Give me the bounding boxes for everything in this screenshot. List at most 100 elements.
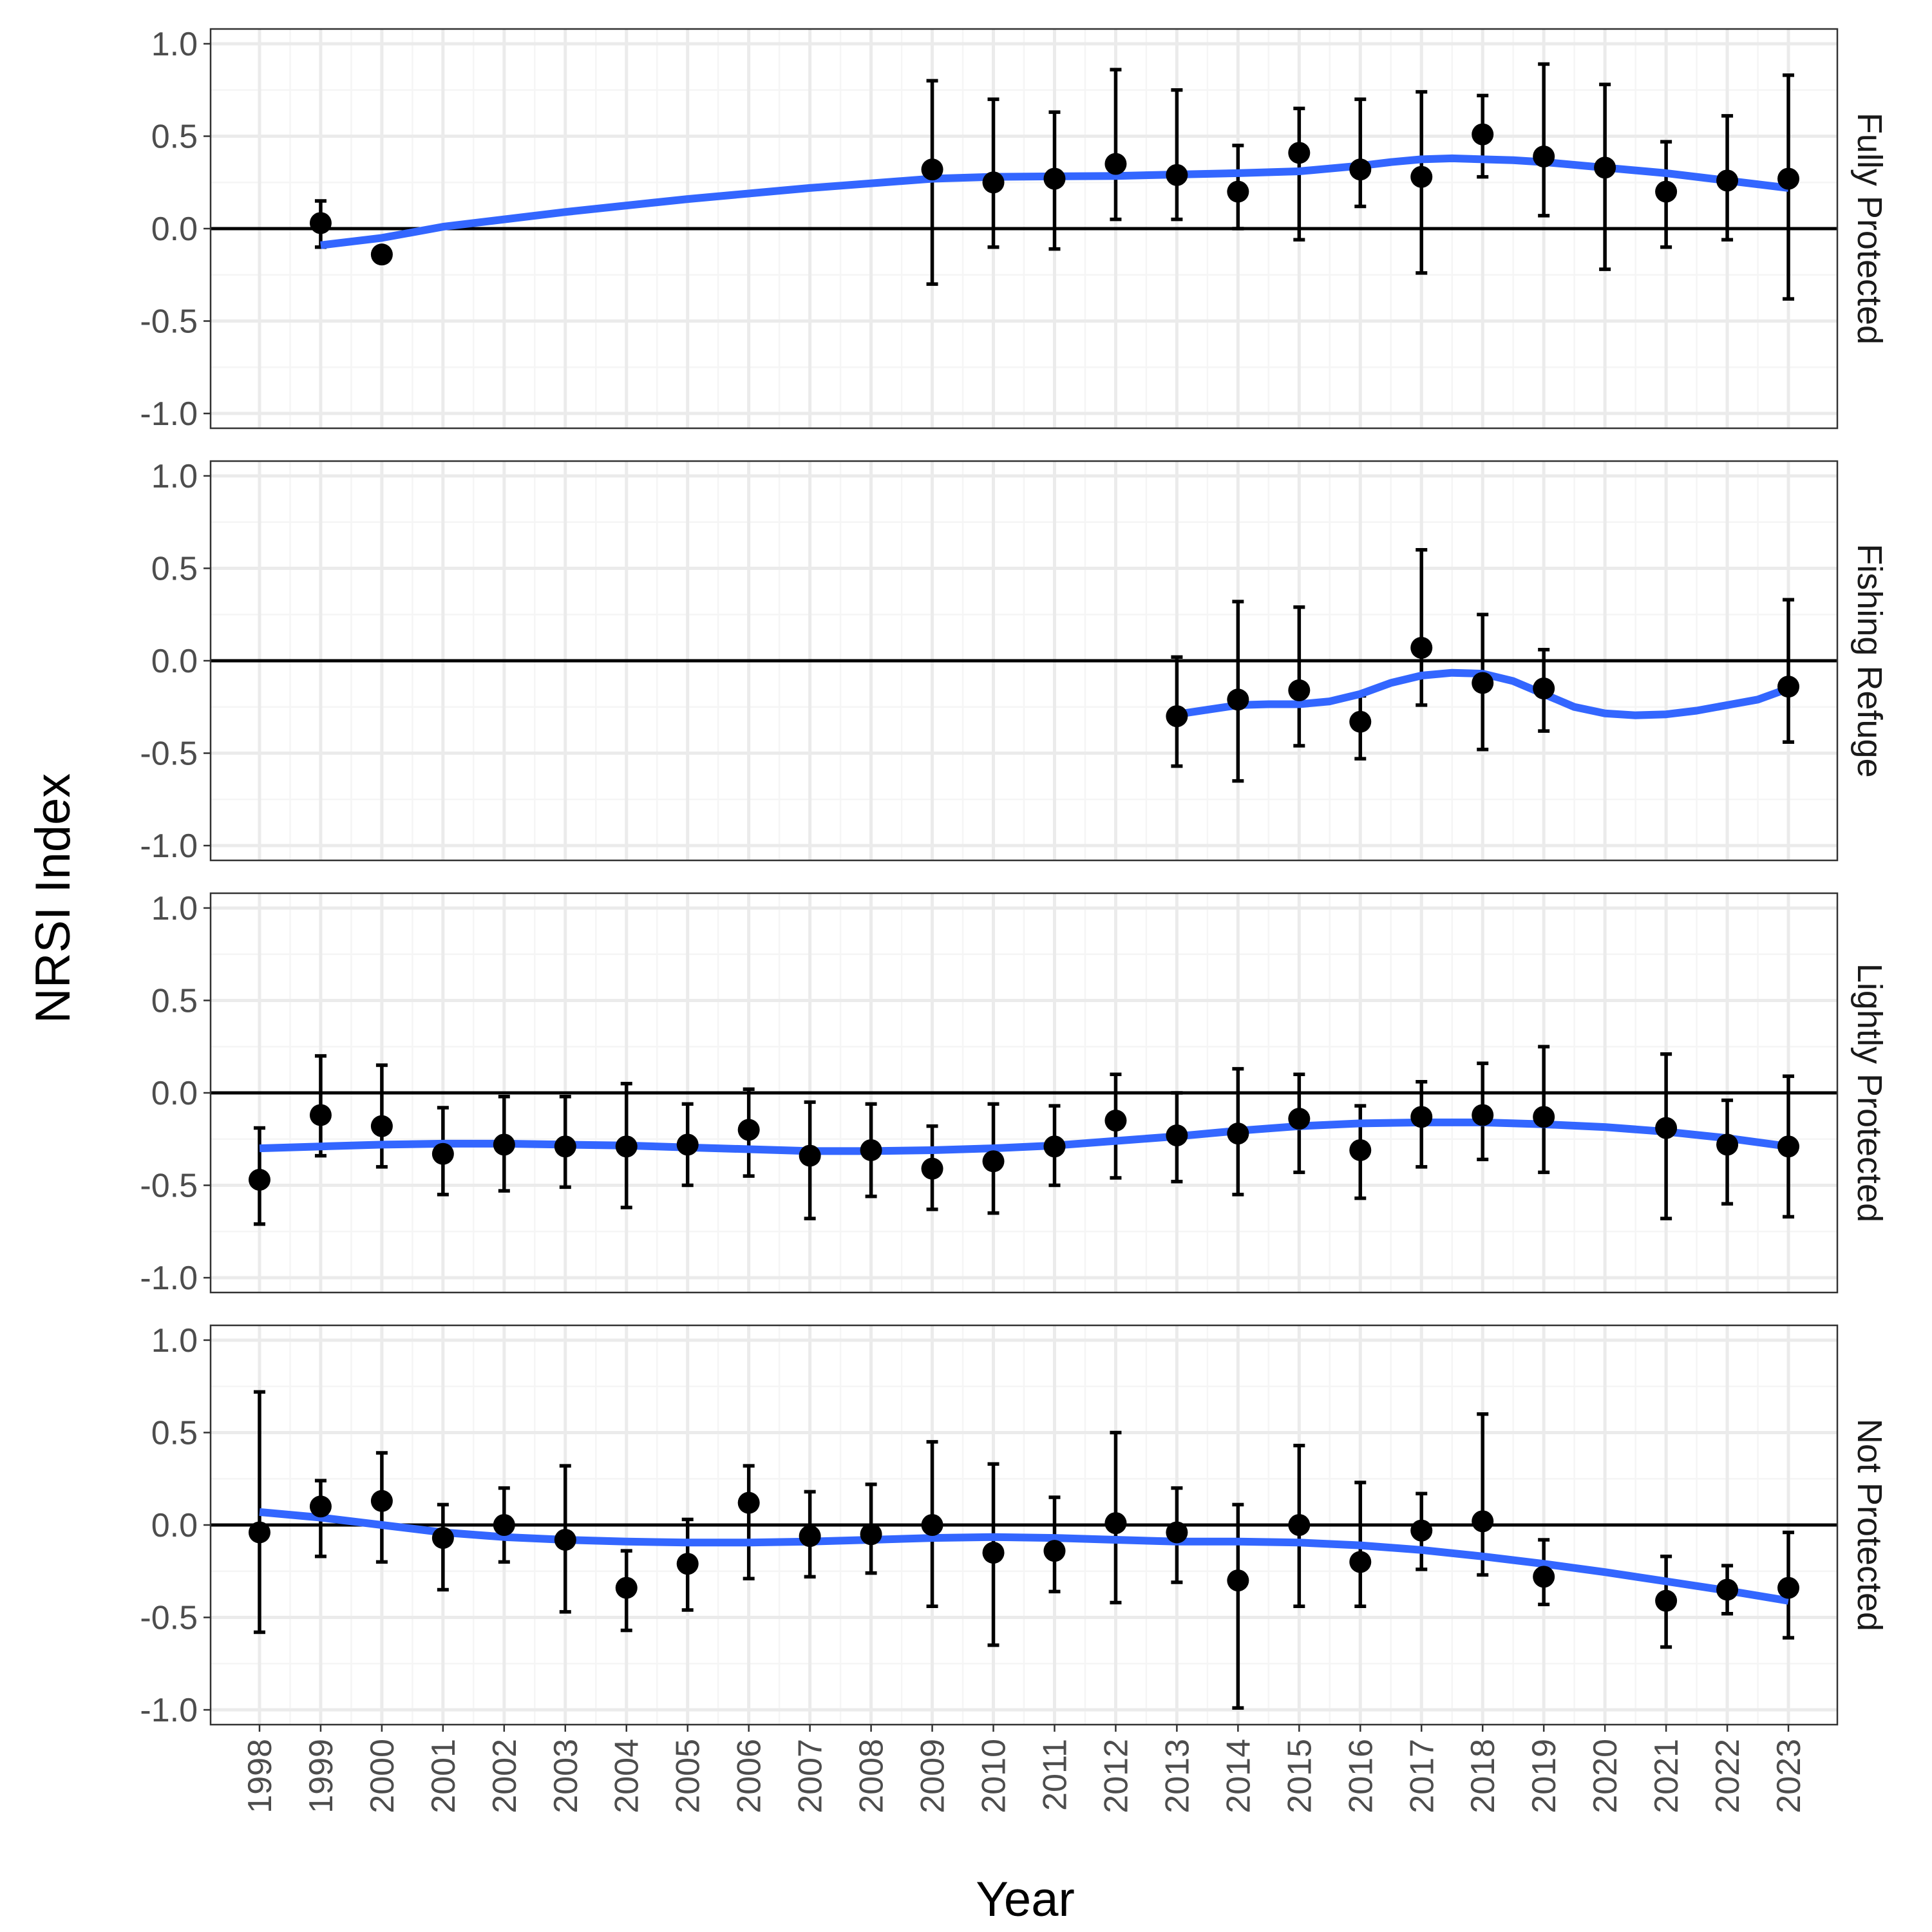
data-point [676,1133,699,1156]
x-tick-label: 2004 [609,1739,646,1814]
data-point [1410,1519,1433,1542]
data-point [1104,1110,1127,1132]
data-point [982,171,1005,194]
data-point [1166,164,1188,186]
data-point [982,1542,1005,1564]
data-point [431,1527,454,1549]
data-point [1288,679,1311,701]
data-point [1227,688,1249,711]
x-tick-label: 1998 [242,1739,279,1814]
data-point [921,1157,943,1180]
x-tick-label: 2018 [1464,1739,1502,1814]
data-point [309,1104,332,1126]
x-tick-label: 2005 [670,1739,707,1814]
y-tick-label: 0.5 [151,982,198,1019]
data-point [1349,158,1372,181]
data-point [921,1514,943,1536]
smooth-trend-line [259,1508,1789,1605]
data-point [1655,1589,1678,1612]
y-tick-label: 0.5 [151,1414,198,1452]
y-tick-label: -0.5 [140,1168,198,1205]
data-point [1777,1577,1800,1599]
data-point [1533,677,1555,700]
y-tick-label: -0.5 [140,735,198,773]
y-tick-label: -0.5 [140,1600,198,1637]
data-point [921,158,943,181]
data-point [1716,1578,1739,1601]
data-point [1472,1104,1494,1126]
data-point [676,1553,699,1575]
y-tick-label: -0.5 [140,303,198,341]
data-point [1716,1133,1739,1156]
data-point [860,1139,882,1161]
data-point [737,1492,760,1514]
data-point [1166,1521,1188,1544]
y-axis-title: NRSI Index [26,773,80,1024]
x-tick-label: 2017 [1403,1739,1441,1814]
x-tick-label: 2023 [1770,1739,1808,1814]
data-point [370,1490,393,1512]
x-tick-label: 2007 [792,1739,829,1814]
x-tick-label: 2009 [914,1739,952,1814]
data-point [1288,1108,1311,1130]
data-point [1043,1135,1066,1158]
x-tick-label: 2011 [1036,1739,1074,1811]
y-tick-label: 1.0 [151,890,198,927]
data-point [1104,1512,1127,1535]
data-point [248,1521,270,1544]
x-tick-label: 2019 [1526,1739,1563,1814]
data-point [1594,156,1616,179]
y-tick-label: 0.0 [151,1507,198,1544]
y-tick-label: 1.0 [151,458,198,495]
data-point [1410,636,1433,659]
data-point [554,1135,576,1158]
facet-strip-label: Not Protected [1850,1419,1889,1631]
data-point [493,1133,515,1156]
x-tick-label: 2000 [364,1739,401,1814]
y-tick-label: -1.0 [140,1692,198,1729]
data-point [1166,705,1188,728]
data-point [1777,676,1800,698]
panel-1: -1.0 -0.5 0.0 0.5 1.0 Fishing Refuge [140,458,1889,865]
data-point [982,1150,1005,1173]
y-tick-label: -1.0 [140,395,198,433]
y-tick-label: 1.0 [151,26,198,63]
data-point [1777,167,1800,190]
x-tick-label: 2016 [1342,1739,1379,1814]
facet-strip-label: Lightly Protected [1850,963,1889,1222]
data-point [1655,1117,1678,1139]
data-point [1104,153,1127,175]
data-point [1349,710,1372,733]
data-point [370,1115,393,1137]
x-tick-label: 1999 [303,1739,340,1814]
data-point [1472,123,1494,146]
data-point [1410,166,1433,188]
data-point [1043,1540,1066,1562]
data-point [1349,1551,1372,1573]
data-point [248,1168,270,1191]
x-tick-label: 2015 [1281,1739,1318,1814]
x-tick-label: 2010 [976,1739,1013,1814]
x-tick-label: 2013 [1159,1739,1196,1814]
data-point [737,1119,760,1141]
x-tick-label: 2003 [547,1739,585,1814]
data-point [309,212,332,234]
data-point [1227,1122,1249,1145]
y-tick-label: 0.0 [151,211,198,248]
data-point [1533,146,1555,168]
panel-3: -1.0 -0.5 0.0 0.5 1.0 Not Protected [140,1322,1889,1729]
data-point [1349,1139,1372,1161]
smooth-trend-line [320,154,1789,249]
data-point [799,1144,821,1167]
data-point [370,243,393,266]
data-point [1288,142,1311,164]
data-point [1166,1124,1188,1147]
data-point [1533,1566,1555,1588]
y-tick-label: -1.0 [140,1260,198,1297]
data-point [1533,1106,1555,1128]
y-tick-label: 1.0 [151,1322,198,1359]
panel-0: -1.0 -0.5 0.0 0.5 1.0 Fully Protected [140,26,1889,433]
data-point [1655,180,1678,203]
data-point [615,1577,638,1599]
facet-panels: -1.0 -0.5 0.0 0.5 1.0 Fully Protected -1.0 -0.5… [140,26,1889,1729]
